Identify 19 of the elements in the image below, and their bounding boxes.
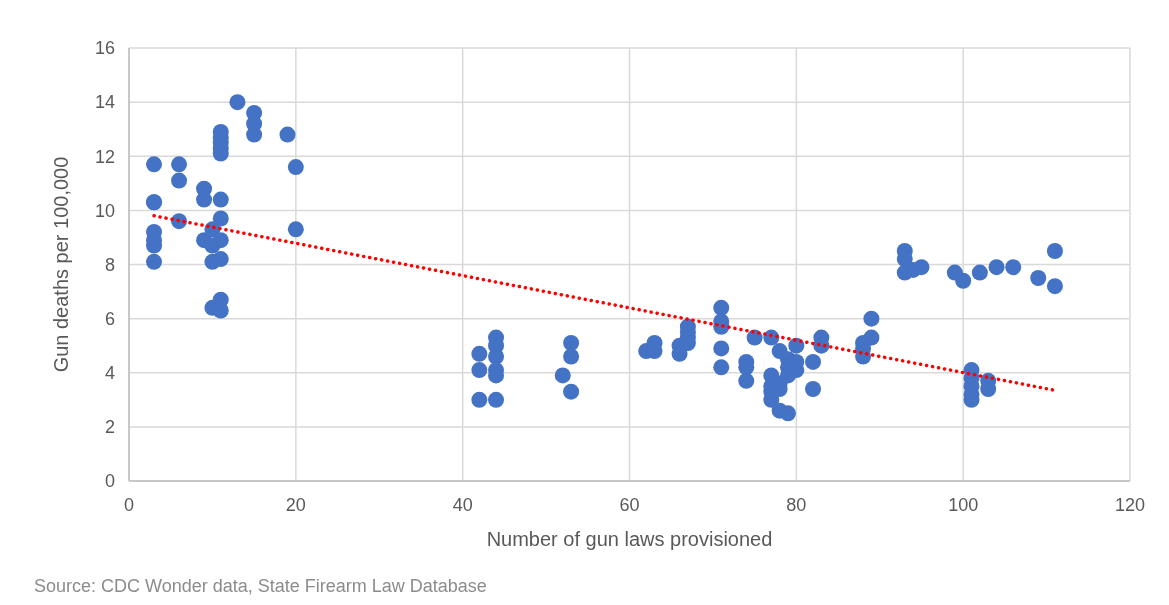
x-tick-label: 80 bbox=[786, 495, 807, 515]
y-tick-label: 0 bbox=[104, 471, 115, 492]
x-tick-label: 20 bbox=[285, 495, 306, 515]
y-tick-label: 16 bbox=[94, 38, 115, 59]
x-tick-label: 60 bbox=[619, 495, 640, 515]
y-tick-label: 2 bbox=[104, 417, 115, 438]
x-tick-label: 100 bbox=[948, 495, 979, 515]
y-tick-label: 8 bbox=[104, 254, 115, 275]
y-tick-label: 14 bbox=[94, 92, 115, 113]
y-tick-label: 12 bbox=[94, 146, 115, 167]
source-note: Source: CDC Wonder data, State Firearm Law Database bbox=[34, 576, 487, 596]
x-tick-label: 40 bbox=[452, 495, 473, 515]
y-tick-label: 10 bbox=[94, 200, 115, 221]
x-tick-label: 120 bbox=[1114, 495, 1146, 515]
x-tick-label: 0 bbox=[123, 495, 135, 515]
y-tick-label: 6 bbox=[104, 308, 115, 329]
y-axis-title: Gun deaths per 100,000 bbox=[50, 156, 72, 373]
y-tick-label: 4 bbox=[104, 363, 115, 384]
x-axis-title: Number of gun laws provisioned bbox=[486, 528, 773, 550]
